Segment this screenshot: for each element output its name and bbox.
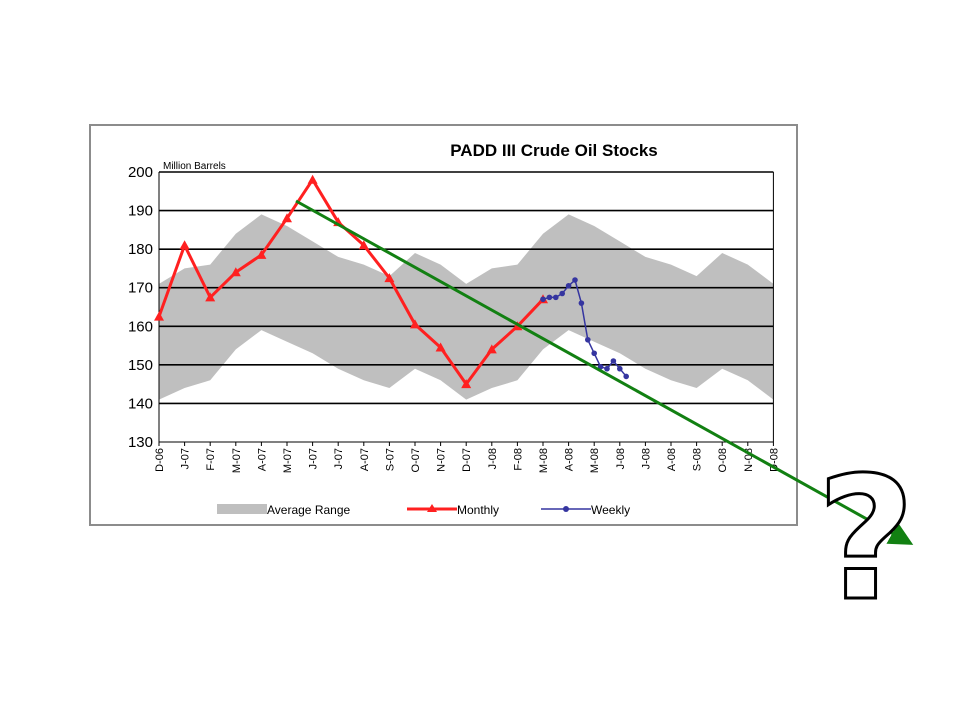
legend-label-monthly: Monthly bbox=[457, 503, 499, 517]
y-tick-label: 160 bbox=[128, 318, 153, 335]
y-tick-label: 140 bbox=[128, 395, 153, 412]
x-tick-label: A-07 bbox=[359, 448, 371, 471]
question-mark: ? bbox=[817, 441, 916, 639]
data-point-weekly bbox=[617, 365, 623, 372]
x-axis-ticks: D-06 J-07 F-07 M-07 A-07 M-07 J-07 J-07 A-07 S-07… bbox=[154, 442, 780, 473]
x-tick-label: J-07 bbox=[308, 448, 320, 469]
data-point-weekly bbox=[572, 277, 578, 283]
data-point-weekly bbox=[604, 365, 610, 372]
data-point-monthly bbox=[230, 267, 241, 277]
x-tick-label: S-08 bbox=[692, 448, 704, 471]
x-tick-label: A-08 bbox=[564, 448, 576, 471]
data-point-monthly bbox=[179, 240, 190, 250]
chart: PADD III Crude Oil Stocks Million Barrel… bbox=[128, 141, 780, 517]
chart-title: PADD III Crude Oil Stocks bbox=[450, 141, 658, 160]
data-point-monthly bbox=[154, 311, 164, 321]
chart-frame: PADD III Crude Oil Stocks Million Barrel… bbox=[89, 124, 798, 526]
x-tick-label: D-08 bbox=[768, 448, 780, 472]
y-tick-label: 200 bbox=[128, 164, 153, 181]
data-point-weekly bbox=[578, 300, 585, 306]
y-tick-label: 190 bbox=[128, 203, 153, 220]
x-tick-label: D-07 bbox=[461, 448, 473, 472]
x-tick-label: N-08 bbox=[743, 448, 755, 472]
data-point-monthly bbox=[282, 213, 292, 223]
x-tick-label: S-07 bbox=[384, 448, 396, 471]
y-tick-label: 130 bbox=[128, 434, 153, 451]
x-tick-label: N-07 bbox=[436, 448, 448, 472]
average-range-band bbox=[159, 214, 774, 400]
legend-marker-weekly bbox=[563, 506, 569, 512]
x-tick-label: J-08 bbox=[615, 448, 627, 469]
data-point-monthly bbox=[205, 292, 216, 302]
data-point-weekly bbox=[585, 336, 591, 343]
legend-label-average-range: Average Range bbox=[267, 503, 351, 517]
x-tick-label: M-07 bbox=[231, 448, 243, 473]
x-tick-label: O-07 bbox=[410, 448, 422, 472]
x-tick-label: M-07 bbox=[282, 448, 294, 473]
x-tick-label: A-07 bbox=[256, 448, 268, 471]
legend-swatch-average-range bbox=[217, 504, 267, 514]
x-tick-label: J-07 bbox=[333, 448, 345, 469]
legend: Average Range Monthly Weekly bbox=[217, 503, 630, 517]
data-point-monthly bbox=[256, 249, 267, 259]
x-tick-label: M-08 bbox=[589, 448, 601, 473]
x-tick-label: A-08 bbox=[666, 448, 678, 471]
x-tick-label: F-08 bbox=[512, 448, 524, 471]
data-point-weekly bbox=[597, 363, 604, 370]
data-point-weekly bbox=[610, 358, 617, 364]
y-tick-label: 180 bbox=[128, 241, 153, 258]
x-tick-label: J-07 bbox=[180, 448, 192, 469]
data-point-monthly bbox=[307, 174, 318, 184]
x-tick-label: J-08 bbox=[640, 448, 652, 469]
x-tick-label: O-08 bbox=[717, 448, 729, 472]
y-tick-label: 150 bbox=[128, 357, 153, 374]
x-tick-label: F-07 bbox=[205, 448, 217, 471]
y-axis-ticks: 130 140 150 160 170 180 190 200 bbox=[128, 164, 153, 451]
data-point-weekly bbox=[546, 294, 553, 301]
data-point-weekly bbox=[553, 294, 559, 301]
legend-label-weekly: Weekly bbox=[591, 503, 630, 517]
y-tick-label: 170 bbox=[128, 280, 153, 297]
unit-label: Million Barrels bbox=[163, 161, 226, 172]
x-tick-label: D-06 bbox=[154, 448, 166, 472]
x-tick-label: M-08 bbox=[538, 448, 550, 473]
x-tick-label: J-08 bbox=[487, 448, 499, 469]
data-point-weekly bbox=[565, 282, 572, 289]
average-range-area bbox=[159, 214, 774, 400]
data-point-weekly bbox=[623, 373, 629, 380]
data-point-weekly bbox=[559, 290, 565, 297]
data-point-weekly bbox=[591, 350, 597, 357]
data-point-weekly bbox=[540, 296, 546, 303]
